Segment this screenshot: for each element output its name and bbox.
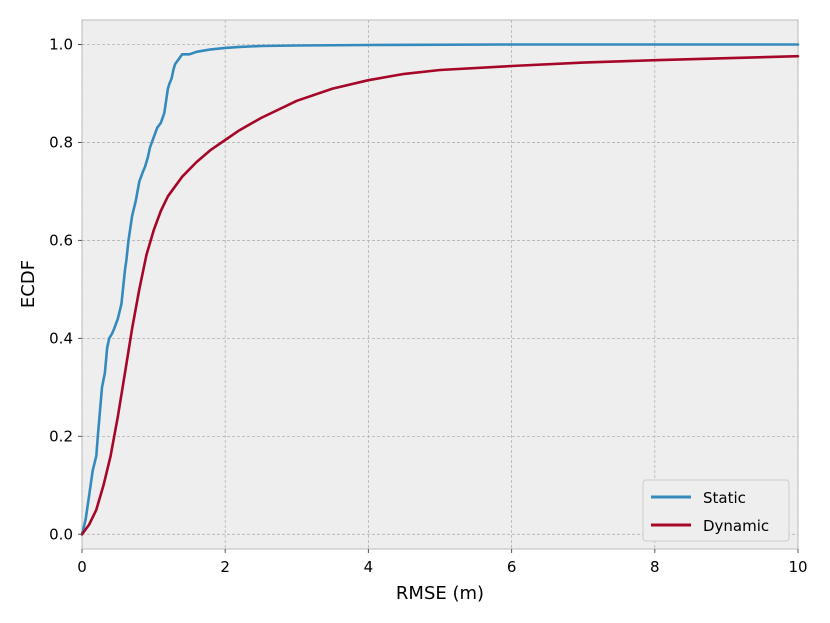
legend: Static Dynamic	[642, 479, 790, 542]
x-tick-label: 4	[364, 558, 374, 576]
plot-area	[81, 19, 799, 550]
y-tick-label: 0.0	[49, 525, 73, 543]
x-axis-label: RMSE (m)	[396, 583, 484, 604]
x-tick-label: 10	[788, 558, 807, 576]
y-tick-label: 0.2	[49, 427, 73, 445]
y-axis: 0.0 0.2 0.4 0.6 0.8 1.0	[49, 35, 82, 543]
x-tick-label: 6	[507, 558, 517, 576]
x-tick-label: 0	[77, 558, 87, 576]
x-axis: 0 2 4 6 8 10	[77, 549, 808, 576]
legend-dynamic-label: Dynamic	[703, 517, 769, 535]
x-tick-label: 2	[220, 558, 230, 576]
series-group	[80, 43, 800, 536]
y-tick-label: 0.4	[49, 329, 73, 347]
series-line-static	[80, 43, 800, 536]
series-line-dynamic	[80, 54, 800, 536]
y-tick-label: 0.6	[49, 231, 73, 249]
legend-static-label: Static	[703, 489, 746, 507]
x-tick-label: 8	[650, 558, 660, 576]
y-axis-label: ECDF	[18, 260, 39, 308]
y-tick-label: 0.8	[49, 133, 73, 151]
y-tick-label: 1.0	[49, 35, 73, 53]
